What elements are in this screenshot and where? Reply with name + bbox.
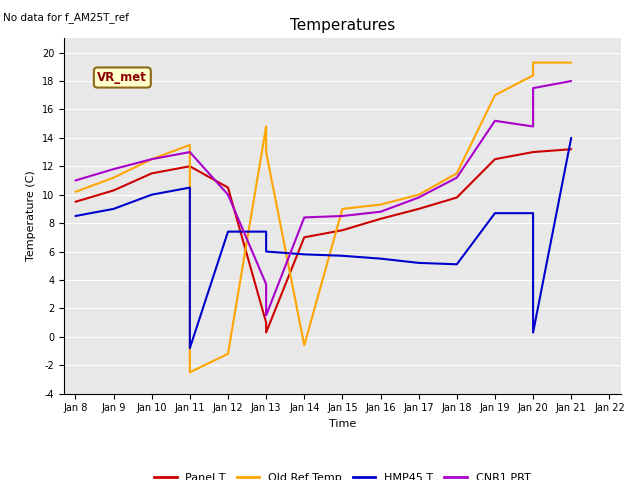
X-axis label: Time: Time [329, 419, 356, 429]
Text: No data for f_AM25T_ref: No data for f_AM25T_ref [3, 12, 129, 23]
Title: Temperatures: Temperatures [290, 18, 395, 33]
Legend: Panel T, Old Ref Temp, HMP45 T, CNR1 PRT: Panel T, Old Ref Temp, HMP45 T, CNR1 PRT [150, 468, 535, 480]
Y-axis label: Temperature (C): Temperature (C) [26, 170, 36, 262]
Text: VR_met: VR_met [97, 71, 147, 84]
